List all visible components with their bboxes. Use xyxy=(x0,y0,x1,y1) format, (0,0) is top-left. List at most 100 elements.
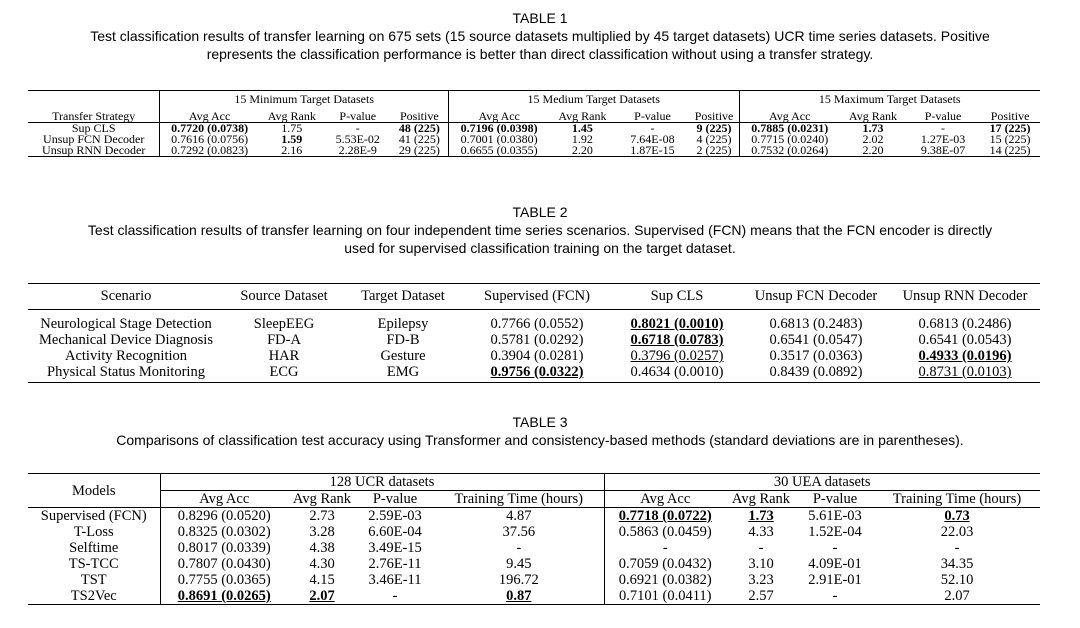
table2-cell: FD-B xyxy=(386,332,420,348)
table3-cell: 52.10 xyxy=(940,572,974,588)
table1-cell: 9.38E-07 xyxy=(905,144,981,157)
table3-cell: 6.60E-04 xyxy=(368,524,422,540)
table1-group-max: 15 Maximum Target Datasets xyxy=(739,90,1040,110)
table2-row: Physical Status Monitoring ECG EMG 0.975… xyxy=(28,364,1040,383)
table1-group-med: 15 Medium Target Datasets xyxy=(448,90,740,110)
table2-cell: 0.5781 (0.0292) xyxy=(490,332,584,348)
table1-header: Avg Rank xyxy=(840,110,906,123)
table3-cell: - xyxy=(832,540,838,556)
table1-cell: - xyxy=(941,121,946,135)
table2-cell: 0.6718 (0.0783) xyxy=(630,332,724,348)
table1-header: Positive xyxy=(980,110,1040,123)
table2-row: Neurological Stage Detection SleepEEG Ep… xyxy=(28,310,1040,332)
table3-header: P-value xyxy=(796,490,874,508)
table1-cell: 15 (225) xyxy=(989,132,1031,146)
table3-cell: 0.73 xyxy=(944,508,970,524)
table1-cell: 41 (225) xyxy=(390,133,449,145)
table3-cell: 0.5863 (0.0459) xyxy=(618,524,712,540)
table2-cell: 0.3904 (0.0281) xyxy=(490,348,584,364)
table3-cell: 2.76E-11 xyxy=(368,556,422,572)
table1-cell: 4 (225) xyxy=(689,133,740,145)
table3-cell: TS2Vec xyxy=(28,588,161,605)
table2-cell: 0.3517 (0.0363) xyxy=(769,348,863,364)
table3-cell: T-Loss xyxy=(28,524,161,540)
table3-cell: 0.8296 (0.0520) xyxy=(177,508,271,524)
table2-row: Mechanical Device Diagnosis FD-A FD-B 0.… xyxy=(28,332,1040,348)
table3-cell: 0.87 xyxy=(506,588,532,604)
table3-cell: 3.10 xyxy=(748,556,774,572)
table3-models-header: Models xyxy=(28,473,161,508)
table2-header-row: Scenario Source Dataset Target Dataset S… xyxy=(28,283,1040,310)
table3-cell: - xyxy=(434,540,605,556)
table2-row: Activity Recognition HAR Gesture 0.3904 … xyxy=(28,348,1040,364)
table1-header: Avg Rank xyxy=(258,110,325,123)
table3-cell: 0.7755 (0.0365) xyxy=(177,572,271,588)
table1-cell: 0.7885 (0.0231) xyxy=(751,121,829,135)
table3-row: TST 0.7755 (0.0365) 4.15 3.46E-11 196.72… xyxy=(28,572,1040,588)
table3-cell: 2.07 xyxy=(874,588,1040,605)
table1-cell: - xyxy=(650,121,655,135)
table2-caption-line2: used for supervised classification train… xyxy=(344,240,736,256)
table1-cell: 2.16 xyxy=(258,144,325,157)
table2-header: Scenario xyxy=(28,283,224,310)
table3-cell: 4.87 xyxy=(434,507,605,524)
table1-header: Avg Acc xyxy=(159,110,259,123)
table3-row: Supervised (FCN) 0.8296 (0.0520) 2.73 2.… xyxy=(28,507,1040,524)
table1-header: Avg Rank xyxy=(549,110,616,123)
table3-cell: 0.7101 (0.0411) xyxy=(604,588,726,605)
table1-group-row: 15 Minimum Target Datasets 15 Medium Tar… xyxy=(28,90,1040,110)
table3-cell: 1.52E-04 xyxy=(808,524,862,540)
table1-cell: 1.92 xyxy=(571,132,593,146)
table2-cell: Mechanical Device Diagnosis xyxy=(39,332,213,348)
table2-cell: 0.6541 (0.0543) xyxy=(918,332,1012,348)
table1-header: Positive xyxy=(689,110,740,123)
table3-cell: 37.56 xyxy=(434,524,605,540)
table1-cell: 1.73 xyxy=(862,121,884,135)
table3-cell: 4.30 xyxy=(309,556,335,572)
table2-cell: 0.4933 (0.0196) xyxy=(918,348,1012,364)
table1-caption-line2: represents the classification performanc… xyxy=(206,46,874,62)
table3-row: TS2Vec 0.8691 (0.0265) 2.07 - 0.87 0.710… xyxy=(28,588,1040,605)
table2-cell: 0.6813 (0.2486) xyxy=(918,316,1012,332)
table3-cell: Selftime xyxy=(28,540,161,556)
table3-cell: - xyxy=(356,588,434,605)
table1-row: Unsup FCN Decoder 0.7616 (0.0756) 1.59 5… xyxy=(28,132,1040,146)
table3-group-row: Models 128 UCR datasets 30 UEA datasets xyxy=(28,473,1040,508)
table3-cell: TS-TCC xyxy=(28,556,161,572)
table3-row: Selftime 0.8017 (0.0339) 4.38 3.49E-15 -… xyxy=(28,540,1040,556)
table3-cell: 2.57 xyxy=(726,588,796,605)
table1-cell: 2.20 xyxy=(840,144,906,157)
table3-cell: 2.73 xyxy=(309,508,335,524)
table1-cell: 0.7720 (0.0738) xyxy=(171,121,249,135)
table2-title: TABLE 2 xyxy=(512,204,568,220)
table2-cell: Gesture xyxy=(380,348,426,364)
table3-cell: 2.91E-01 xyxy=(808,572,862,588)
table3-cell: 1.73 xyxy=(748,508,774,524)
table2-cell: 0.8731 (0.0103) xyxy=(918,364,1012,380)
table1-cell: 29 (225) xyxy=(390,144,449,157)
table1-cell: 5.53E-02 xyxy=(335,132,380,146)
table1-cell: 17 (225) xyxy=(989,121,1031,135)
table1-row: Sup CLS 0.7720 (0.0738) 1.75 - 48 (225) … xyxy=(28,121,1040,135)
table1-cell: 0.7196 (0.0398) xyxy=(460,121,538,135)
table2-cell: 0.8439 (0.0892) xyxy=(742,364,890,383)
table2-cell: 0.7766 (0.0552) xyxy=(490,316,584,332)
table2-header: Source Dataset xyxy=(224,283,344,310)
table3-cell: 4.38 xyxy=(309,540,335,556)
table3-cell: 0.8691 (0.0265) xyxy=(177,588,271,604)
table2-cell: 0.6541 (0.0547) xyxy=(769,332,863,348)
table1-cell: 7.64E-08 xyxy=(630,132,675,146)
table3-cell: 196.72 xyxy=(434,572,605,588)
table1-cell: 2.20 xyxy=(549,144,616,157)
table3-header: Avg Acc xyxy=(160,490,288,508)
table3-title: TABLE 3 xyxy=(512,414,568,430)
table1-cell: 1.59 xyxy=(281,132,303,146)
table3-cell: 0.7807 (0.0430) xyxy=(177,556,271,572)
table2-cell: Activity Recognition xyxy=(64,348,188,364)
table2-cell: HAR xyxy=(268,348,300,364)
table1-row: Unsup RNN Decoder 0.7292 (0.0823) 2.16 2… xyxy=(28,144,1040,157)
table1-cell: 0.6655 (0.0355) xyxy=(448,144,550,157)
table3-cell: 3.28 xyxy=(309,524,335,540)
table3-cell: - xyxy=(662,540,668,556)
table3-cell: 4.33 xyxy=(748,524,774,540)
